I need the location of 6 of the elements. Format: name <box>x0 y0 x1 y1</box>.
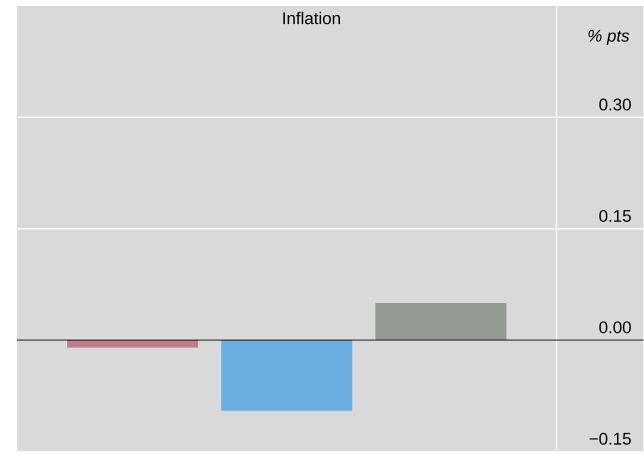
y-tick-label: −0.15 <box>590 432 631 445</box>
y-axis-title: % pts <box>588 30 630 46</box>
y-tick-label: 0.00 <box>599 321 631 334</box>
y-tick-label: 0.15 <box>599 210 631 222</box>
chart-title: Inflation <box>283 12 340 24</box>
y-tick-label: 0.30 <box>599 98 631 111</box>
